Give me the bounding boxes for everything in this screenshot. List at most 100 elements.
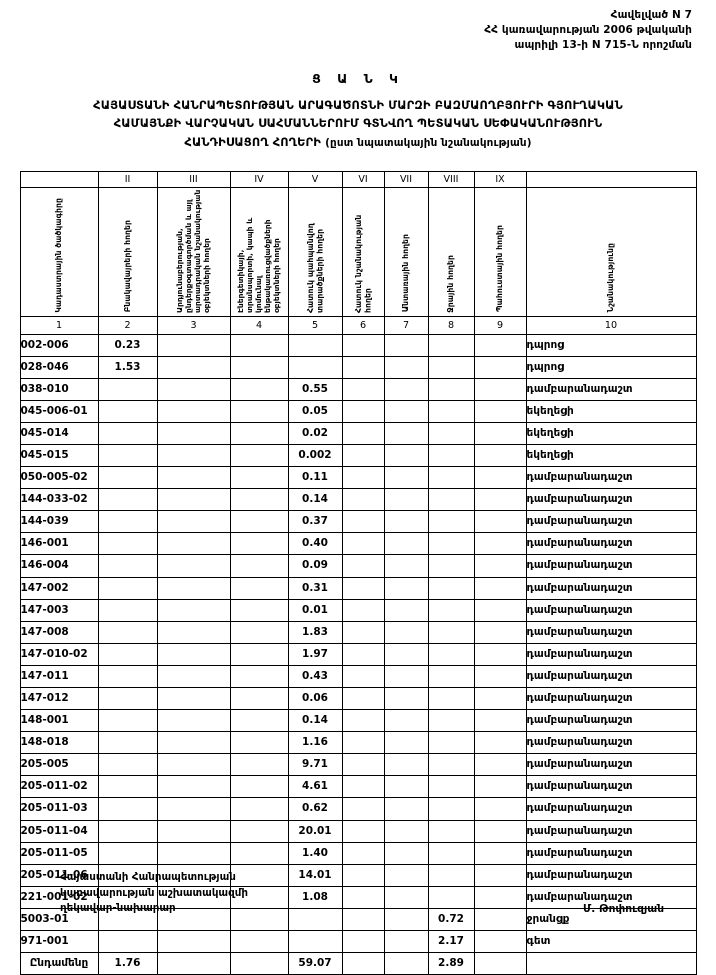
cell-industrial bbox=[157, 732, 230, 754]
cell-forest bbox=[384, 400, 428, 422]
cell-special bbox=[342, 422, 384, 444]
cell-industrial bbox=[157, 599, 230, 621]
cell-purpose: դամբարանադաշտ bbox=[526, 555, 696, 577]
cell-industrial bbox=[157, 334, 230, 356]
header-label-10: Նշանակությունը bbox=[606, 243, 615, 312]
cell-reserve bbox=[474, 422, 526, 444]
signatory-title: Հայաստանի Հանրապետության կառավարության ա… bbox=[60, 870, 248, 916]
cell-reserve bbox=[474, 931, 526, 953]
roman-cell-6: VI bbox=[342, 171, 384, 187]
header-label-9: Պահուստային հողեր bbox=[495, 225, 504, 312]
cell-settlement bbox=[98, 467, 157, 489]
cell-purpose: դամբարանադաշտ bbox=[526, 754, 696, 776]
cell-forest bbox=[384, 621, 428, 643]
table-row: 147-008 1.83 դամբարանադաշտ bbox=[20, 621, 696, 643]
cell-reserve bbox=[474, 621, 526, 643]
cell-industrial bbox=[157, 489, 230, 511]
cell-protected: 1.40 bbox=[288, 842, 342, 864]
total-purpose bbox=[526, 953, 696, 975]
cell-water bbox=[428, 577, 474, 599]
cell-cadastral-code: 148-001 bbox=[20, 710, 98, 732]
cell-settlement bbox=[98, 489, 157, 511]
cell-energy bbox=[230, 754, 288, 776]
cell-settlement bbox=[98, 820, 157, 842]
cell-water bbox=[428, 842, 474, 864]
cell-water bbox=[428, 400, 474, 422]
cell-protected: 9.71 bbox=[288, 754, 342, 776]
column-header-cadastral-code: Կադաստրային ծածկագիրը bbox=[20, 187, 98, 316]
cell-purpose: դամբարանադաշտ bbox=[526, 511, 696, 533]
cell-reserve bbox=[474, 555, 526, 577]
cell-reserve bbox=[474, 356, 526, 378]
cell-purpose: դամբարանադաշտ bbox=[526, 577, 696, 599]
cell-industrial bbox=[157, 422, 230, 444]
header-label-4: Էներգետիկայի, տրանսպորտի, կապի և կոմունա… bbox=[236, 189, 281, 313]
cell-energy bbox=[230, 467, 288, 489]
cell-energy bbox=[230, 820, 288, 842]
cell-cadastral-code: 205-011-05 bbox=[20, 842, 98, 864]
cell-special bbox=[342, 820, 384, 842]
cell-purpose: դպրոց bbox=[526, 356, 696, 378]
cell-special bbox=[342, 577, 384, 599]
total-energy bbox=[230, 953, 288, 975]
cell-protected: 4.61 bbox=[288, 776, 342, 798]
table-row: 205-011-03 0.62 դամբարանադաշտ bbox=[20, 798, 696, 820]
cell-cadastral-code: 050-005-02 bbox=[20, 467, 98, 489]
cell-energy bbox=[230, 643, 288, 665]
cell-settlement bbox=[98, 798, 157, 820]
cell-protected: 0.40 bbox=[288, 533, 342, 555]
cell-purpose: դամբարանադաշտ bbox=[526, 533, 696, 555]
cell-cadastral-code: 045-006-01 bbox=[20, 400, 98, 422]
cell-protected: 0.11 bbox=[288, 467, 342, 489]
cell-cadastral-code: 028-046 bbox=[20, 356, 98, 378]
reference-line-2: ՀՀ կառավարության 2006 թվականի bbox=[18, 23, 692, 38]
cell-energy bbox=[230, 489, 288, 511]
cell-industrial bbox=[157, 643, 230, 665]
cell-forest bbox=[384, 511, 428, 533]
cell-protected: 1.83 bbox=[288, 621, 342, 643]
cell-industrial bbox=[157, 776, 230, 798]
table-row: 148-001 0.14 դամբարանադաշտ bbox=[20, 710, 696, 732]
cell-reserve bbox=[474, 334, 526, 356]
cell-energy bbox=[230, 400, 288, 422]
cell-industrial bbox=[157, 400, 230, 422]
column-header-water-lands: Ջրային հողեր bbox=[428, 187, 474, 316]
cell-reserve bbox=[474, 511, 526, 533]
table-row: 045-014 0.02 եկեղեցի bbox=[20, 422, 696, 444]
cell-protected: 0.002 bbox=[288, 444, 342, 466]
cell-purpose: եկեղեցի bbox=[526, 422, 696, 444]
cell-protected: 0.01 bbox=[288, 599, 342, 621]
cell-protected: 0.05 bbox=[288, 400, 342, 422]
cell-purpose: դամբարանադաշտ bbox=[526, 688, 696, 710]
cell-protected bbox=[288, 334, 342, 356]
table-row: 045-015 0.002 եկեղեցի bbox=[20, 444, 696, 466]
cell-settlement: 0.23 bbox=[98, 334, 157, 356]
cell-purpose: դամբարանադաշտ bbox=[526, 599, 696, 621]
total-water: 2.89 bbox=[428, 953, 474, 975]
cell-reserve bbox=[474, 533, 526, 555]
signatory-title-line-3: ղեկավար-նախարար bbox=[60, 901, 248, 916]
table-row: 147-003 0.01 դամբարանադաշտ bbox=[20, 599, 696, 621]
cell-protected: 0.14 bbox=[288, 710, 342, 732]
cell-cadastral-code: 971-001 bbox=[20, 931, 98, 953]
cell-forest bbox=[384, 334, 428, 356]
total-settlement: 1.76 bbox=[98, 953, 157, 975]
cell-industrial bbox=[157, 931, 230, 953]
cell-cadastral-code: 146-004 bbox=[20, 555, 98, 577]
cell-settlement: 1.53 bbox=[98, 356, 157, 378]
column-number-8: 8 bbox=[428, 316, 474, 334]
roman-cell-3: III bbox=[157, 171, 230, 187]
title-line-3-main: ՀԱՆԴԻՍԱՑՈՂ ՀՈՂԵՐԻ bbox=[184, 135, 321, 149]
land-table: II III IV V VI VII VIII IX Կադաստրային ծ… bbox=[20, 171, 697, 975]
cell-cadastral-code: 205-011-02 bbox=[20, 776, 98, 798]
header-label-8: Ջրային հողեր bbox=[446, 255, 455, 313]
cell-cadastral-code: 205-011-03 bbox=[20, 798, 98, 820]
cell-water bbox=[428, 688, 474, 710]
page-title: ՀԱՅԱՍՏԱՆԻ ՀԱՆՐԱՊԵՏՈՒԹՅԱՆ ԱՐԱԳԱԾՈՏՆԻ ՄԱՐԶ… bbox=[18, 96, 698, 152]
cell-settlement bbox=[98, 643, 157, 665]
cell-protected: 0.43 bbox=[288, 665, 342, 687]
cell-water bbox=[428, 356, 474, 378]
cell-protected: 0.09 bbox=[288, 555, 342, 577]
cell-energy bbox=[230, 931, 288, 953]
cell-forest bbox=[384, 533, 428, 555]
